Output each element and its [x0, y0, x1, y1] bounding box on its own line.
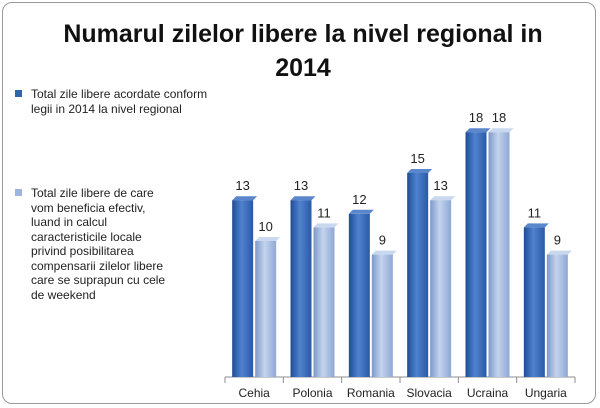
data-label-ucraina-series-2: 18 — [492, 110, 506, 125]
bar-top-face — [465, 128, 491, 133]
bar-romania-series-2 — [371, 254, 393, 377]
chart-title-line-2: 2014 — [275, 54, 331, 82]
legend-label-series-1: Total zile libere acordate conform legii… — [31, 87, 208, 116]
data-label-slovacia-series-1: 15 — [410, 151, 424, 166]
bar-romania-series-1 — [348, 213, 370, 377]
bar-ucraina-series-1 — [465, 132, 487, 377]
bar-polonia-series-1 — [290, 200, 312, 377]
bar-cehia-series-1 — [232, 200, 254, 377]
bar-top-face — [371, 250, 397, 255]
legend-swatch-series-2 — [15, 189, 22, 196]
bar-top-face — [430, 196, 456, 201]
chart-frame: Numarul zilelor libere la nivel regional… — [2, 2, 596, 404]
bar-slovacia-series-2 — [430, 200, 452, 377]
bar-polonia-series-2 — [313, 227, 335, 377]
bar-top-face — [488, 128, 514, 133]
data-label-romania-series-1: 12 — [352, 192, 366, 207]
x-tick-label-polonia: Polonia — [292, 386, 332, 400]
data-label-slovacia-series-2: 13 — [433, 178, 447, 193]
bar-top-face — [290, 196, 316, 201]
x-tick-label-romania: Romania — [347, 386, 395, 400]
bar-top-face — [407, 169, 433, 173]
bar-top-face — [546, 250, 572, 255]
x-tick-label-cehia: Cehia — [238, 386, 270, 400]
bar-top-face — [523, 223, 549, 228]
chart-title-line-1: Numarul zilelor libere la nivel regional… — [63, 20, 543, 48]
bar-top-face — [255, 237, 281, 241]
legend-label-series-2: Total zile libere de care vom beneficia … — [31, 186, 166, 302]
data-label-ucraina-series-1: 18 — [469, 110, 483, 125]
legend-entry-series-2: Total zile libere de care vom beneficia … — [15, 186, 225, 316]
data-label-polonia-series-1: 13 — [294, 178, 308, 193]
data-label-ungaria-series-2: 9 — [554, 233, 561, 248]
bar-top-face — [313, 223, 339, 228]
bar-ucraina-series-2 — [488, 132, 510, 377]
x-tick-label-slovacia: Slovacia — [406, 386, 452, 400]
data-label-ungaria-series-1: 11 — [528, 205, 542, 220]
chart-title: Numarul zilelor libere la nivel regional… — [43, 17, 563, 85]
legend-swatch-series-1 — [15, 90, 22, 97]
legend-entry-series-1: Total zile libere acordate conform legii… — [15, 87, 245, 121]
data-label-polonia-series-2: 11 — [317, 205, 331, 220]
data-label-cehia-series-1: 13 — [235, 178, 249, 193]
bar-chart: 13 10 Cehia 13 11 Polonia 12 9 Romania 15 13 Slovac… — [224, 110, 576, 400]
bar-top-face — [348, 209, 374, 214]
x-tick-label-ucraina: Ucraina — [467, 386, 509, 400]
data-label-cehia-series-2: 10 — [258, 219, 272, 234]
data-label-romania-series-2: 9 — [379, 233, 386, 248]
bar-ungaria-series-1 — [523, 227, 545, 377]
bar-slovacia-series-1 — [407, 173, 429, 377]
bar-ungaria-series-2 — [546, 254, 568, 377]
bar-cehia-series-2 — [255, 241, 277, 377]
bar-top-face — [232, 196, 258, 201]
x-tick-label-ungaria: Ungaria — [525, 386, 567, 400]
